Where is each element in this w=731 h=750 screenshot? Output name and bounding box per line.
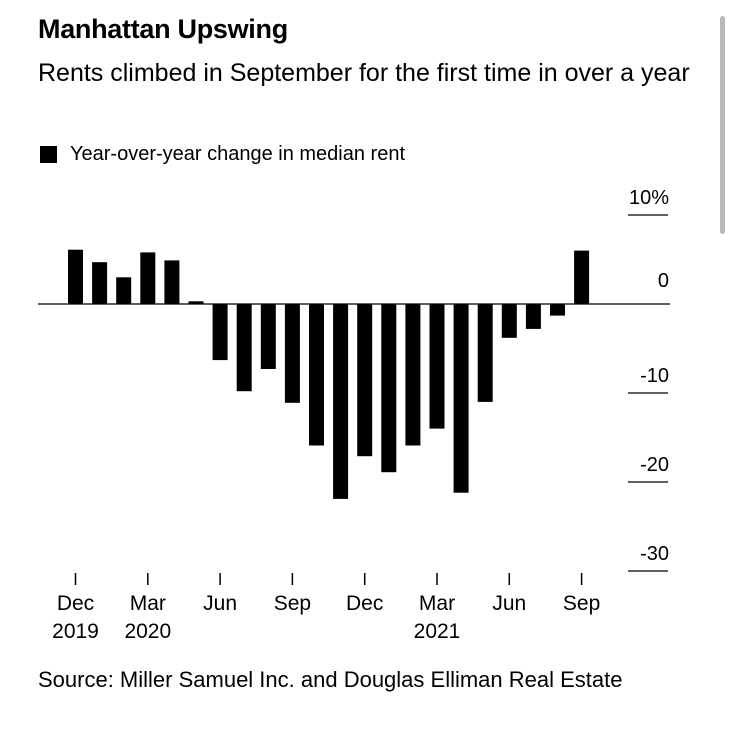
bar — [188, 301, 204, 304]
legend: Year-over-year change in median rent — [40, 143, 405, 166]
bar — [574, 250, 590, 304]
y-tick-label: 0 — [658, 270, 669, 292]
x-tick-label: Mar — [419, 592, 455, 615]
scrollbar[interactable] — [715, 0, 731, 750]
x-tick-year-label: 2019 — [52, 620, 99, 643]
legend-label: Year-over-year change in median rent — [70, 143, 406, 165]
bar — [550, 304, 565, 316]
x-tick-year-label: 2021 — [414, 620, 461, 643]
bar — [525, 304, 541, 329]
bar — [333, 304, 349, 499]
x-tick-year-label: 2020 — [124, 620, 171, 643]
x-tick-label: Jun — [492, 592, 526, 615]
bar — [453, 304, 469, 493]
bar — [284, 304, 300, 403]
scrollbar-thumb[interactable] — [720, 16, 725, 234]
x-tick-label: Sep — [563, 592, 600, 615]
x-tick-label: Mar — [130, 592, 166, 615]
bar — [260, 304, 276, 369]
y-tick-label: -20 — [640, 454, 669, 476]
x-tick-label: Sep — [274, 592, 311, 615]
bar — [116, 277, 132, 304]
source-note: Source: Miller Samuel Inc. and Douglas E… — [38, 667, 623, 692]
y-tick-label: 10% — [629, 187, 669, 209]
bar — [236, 304, 252, 392]
bar — [92, 262, 108, 304]
bar — [140, 252, 156, 304]
chart-subtitle: Rents climbed in September for the first… — [38, 59, 690, 87]
x-tick-label: Dec — [346, 592, 383, 615]
chart-title: Manhattan Upswing — [38, 14, 288, 44]
bar — [477, 304, 493, 402]
bar — [68, 249, 83, 304]
bar — [501, 304, 517, 338]
bar — [429, 304, 445, 429]
x-tick-label: Dec — [57, 592, 94, 615]
y-tick-label: -30 — [640, 543, 669, 565]
bar — [212, 304, 228, 361]
bar — [164, 260, 180, 304]
y-tick-label: -10 — [640, 365, 669, 387]
legend-swatch — [40, 146, 57, 163]
bar — [405, 304, 421, 446]
bar — [357, 304, 373, 457]
bar — [381, 304, 397, 473]
bar — [309, 304, 324, 446]
x-tick-label: Jun — [203, 592, 237, 615]
